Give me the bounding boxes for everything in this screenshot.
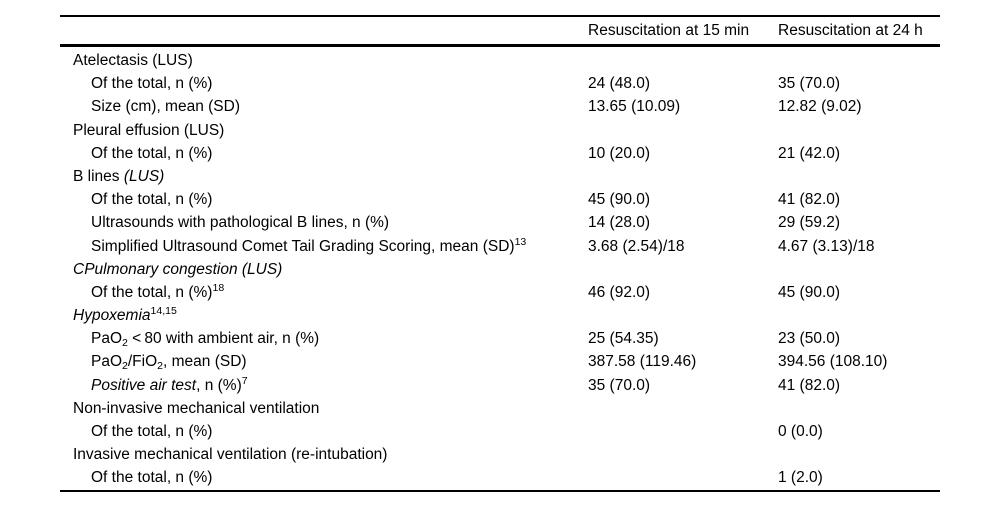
value-15min: 3.68 (2.54)/18 bbox=[588, 237, 685, 255]
table-row: CPulmonary congestion (LUS) bbox=[60, 258, 940, 281]
row-label: Atelectasis (LUS) bbox=[73, 52, 193, 69]
value-24h: 29 (59.2) bbox=[778, 214, 841, 232]
value-24h: 41 (82.0) bbox=[778, 191, 841, 209]
table-row: PaO2/FiO2, mean (SD) 387.58 (119.46) 394.5… bbox=[60, 350, 940, 373]
table-row: B lines (LUS) bbox=[60, 165, 940, 188]
row-label: PaO2 < 80 with ambient air, n (%) bbox=[91, 330, 320, 350]
table-row: Ultrasounds with pathological B lines, n… bbox=[60, 211, 940, 234]
row-label: PaO2/FiO2, mean (SD) bbox=[91, 353, 247, 373]
row-label: CPulmonary congestion (LUS) bbox=[73, 260, 283, 278]
value-15min: 13.65 (10.09) bbox=[588, 98, 681, 116]
table-bottom-rule bbox=[60, 490, 940, 492]
table-row: Of the total, n (%) 45 (90.0) 41 (82.0) bbox=[60, 188, 940, 211]
value-24h: 1 (2.0) bbox=[778, 469, 823, 487]
row-label: Of the total, n (%)18 bbox=[91, 281, 225, 301]
table-row: Hypoxemia14,15 bbox=[60, 304, 940, 327]
row-label: Non-invasive mechanical ventilation bbox=[73, 399, 320, 417]
value-24h: 0 (0.0) bbox=[778, 423, 823, 440]
value-24h: 35 (70.0) bbox=[778, 75, 841, 93]
table-row: Simplified Ultrasound Comet Tail Grading… bbox=[60, 235, 940, 258]
table-header-rule bbox=[60, 44, 940, 47]
row-label: Pleural effusion (LUS) bbox=[73, 121, 225, 139]
table-row: Of the total, n (%) 1 (2.0) bbox=[60, 466, 940, 489]
table-row: Of the total, n (%)18 46 (92.0) 45 (90.0) bbox=[60, 281, 940, 304]
row-label: Invasive mechanical ventilation (re-intu… bbox=[73, 446, 388, 464]
table-row: Atelectasis (LUS) bbox=[60, 49, 940, 72]
table-row: Non-invasive mechanical ventilation bbox=[60, 397, 940, 420]
value-15min: 35 (70.0) bbox=[588, 376, 651, 394]
value-15min: 387.58 (119.46) bbox=[588, 353, 697, 371]
table-top-rule bbox=[60, 15, 940, 17]
column-header-resuscitation-15min: Resuscitation at 15 min bbox=[588, 22, 750, 39]
value-24h: 41 (82.0) bbox=[778, 376, 841, 394]
value-15min: 10 (20.0) bbox=[588, 144, 651, 162]
row-label: Size (cm), mean (SD) bbox=[91, 98, 240, 116]
value-15min: 46 (92.0) bbox=[588, 283, 651, 301]
row-label: Of the total, n (%) bbox=[91, 75, 213, 93]
value-24h: 23 (50.0) bbox=[778, 330, 841, 348]
table-row: Positive air test, n (%)7 35 (70.0) 41 (82… bbox=[60, 374, 940, 397]
table-header-row: Resuscitation at 15 min Resuscitation at… bbox=[60, 17, 940, 44]
row-label: Simplified Ultrasound Comet Tail Grading… bbox=[91, 235, 527, 255]
row-label: Hypoxemia14,15 bbox=[73, 305, 177, 325]
table-row: Of the total, n (%) 10 (20.0) 21 (42.0) bbox=[60, 142, 940, 165]
value-15min: 45 (90.0) bbox=[588, 191, 651, 209]
value-24h: 21 (42.0) bbox=[778, 144, 841, 162]
row-label: Of the total, n (%) bbox=[91, 191, 213, 209]
row-label: Of the total, n (%) bbox=[91, 144, 213, 162]
table-body: Atelectasis (LUS) Of the total, n (%) 24 (… bbox=[60, 49, 940, 490]
value-24h: 45 (90.0) bbox=[778, 283, 841, 301]
value-24h: 12.82 (9.02) bbox=[778, 98, 862, 116]
value-15min: 24 (48.0) bbox=[588, 75, 651, 93]
table-row: PaO2 < 80 with ambient air, n (%) 25 (54.… bbox=[60, 327, 940, 350]
row-label: Of the total, n (%) bbox=[91, 469, 213, 487]
row-label: Positive air test, n (%)7 bbox=[91, 374, 248, 394]
row-label: B lines (LUS) bbox=[73, 167, 165, 185]
table-row: Invasive mechanical ventilation (re-intu… bbox=[60, 443, 940, 466]
column-header-resuscitation-24h: Resuscitation at 24 h bbox=[778, 22, 923, 39]
table-row: Pleural effusion (LUS) bbox=[60, 119, 940, 142]
row-label: Of the total, n (%) bbox=[91, 423, 213, 440]
table-row: Size (cm), mean (SD) 13.65 (10.09) 12.82 (… bbox=[60, 95, 940, 118]
value-24h: 394.56 (108.10) bbox=[778, 353, 888, 371]
value-15min: 25 (54.35) bbox=[588, 330, 659, 348]
row-label: Ultrasounds with pathological B lines, n… bbox=[91, 214, 390, 232]
value-24h: 4.67 (3.13)/18 bbox=[778, 237, 875, 255]
value-15min: 14 (28.0) bbox=[588, 214, 651, 232]
table-row: Of the total, n (%) 24 (48.0) 35 (70.0) bbox=[60, 72, 940, 95]
table-row: Of the total, n (%) 0 (0.0) bbox=[60, 420, 940, 443]
